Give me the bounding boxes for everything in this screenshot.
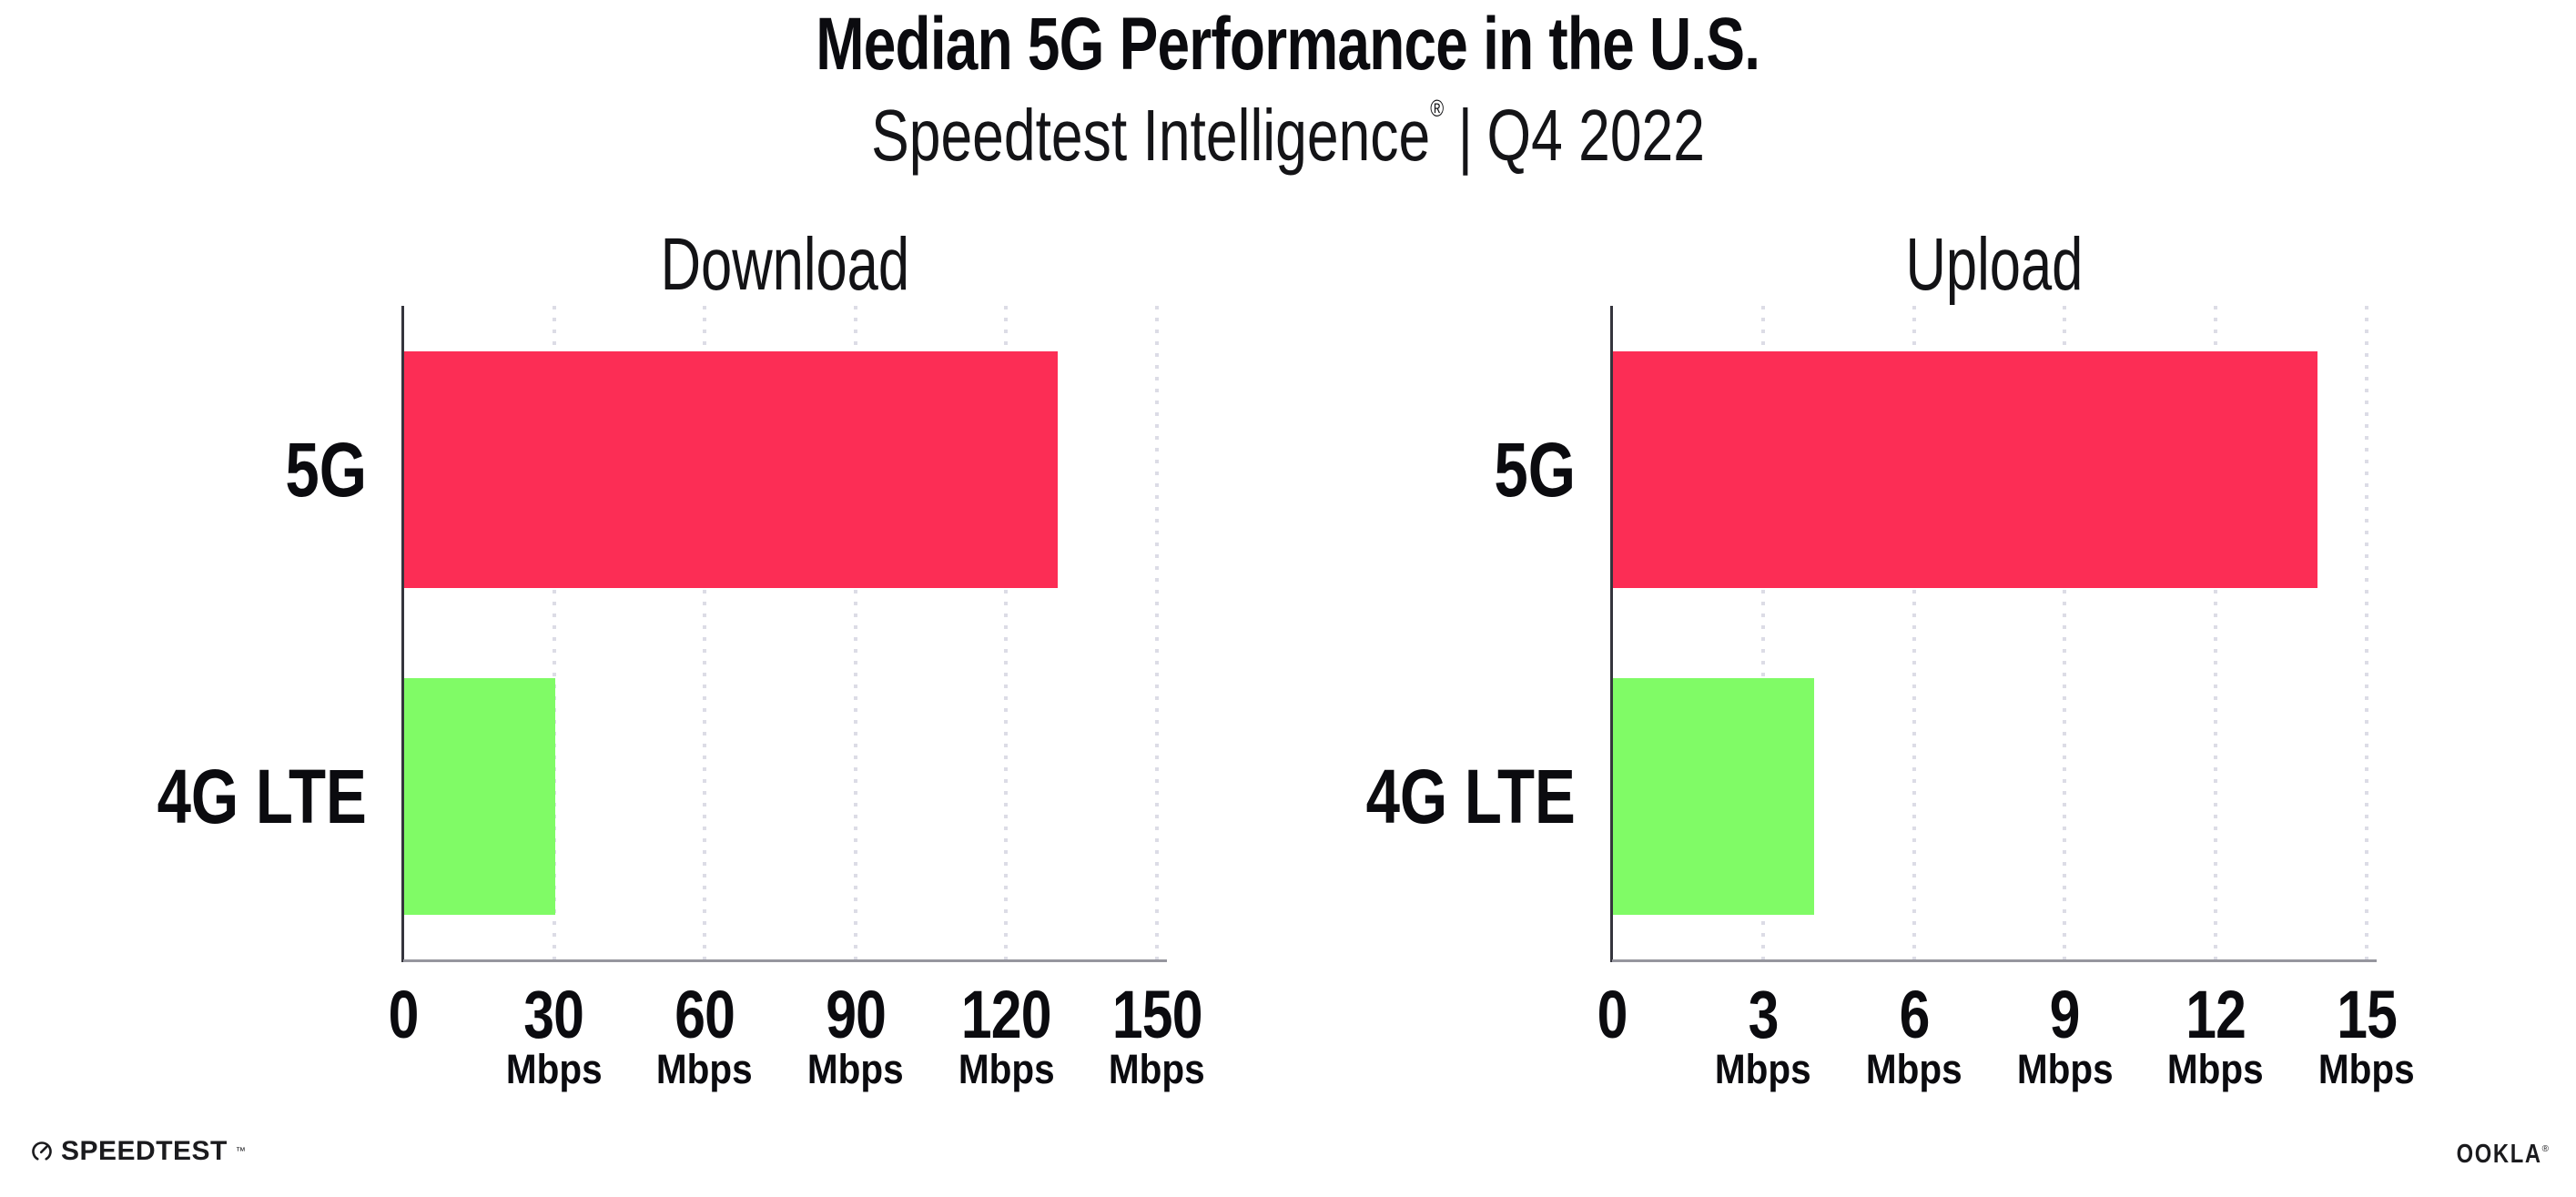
tick-label: 120 (887, 981, 1124, 1049)
gridline (1154, 306, 1159, 959)
tick-label: 15 (2248, 981, 2485, 1049)
speedtest-gauge-icon (32, 1141, 52, 1161)
y-axis-spine (401, 306, 404, 962)
tick-label-text: 12 (2186, 977, 2246, 1052)
tick-unit-label: Mbps (2097, 1049, 2334, 1090)
gridline (1004, 306, 1009, 959)
tick-label: 60 (586, 981, 823, 1049)
speedtest-logo: SPEEDTEST ™ (31, 1138, 246, 1165)
bar-4g-lte (404, 678, 555, 915)
x-axis-line (1612, 959, 2377, 962)
page-subtitle-text: Speedtest Intelligence® | Q4 2022 (871, 96, 1705, 172)
gridline (1760, 306, 1765, 959)
tick-unit-text: Mbps (2016, 1046, 2114, 1092)
tick-label-text: 3 (1748, 977, 1779, 1052)
y-axis-spine (1610, 306, 1613, 962)
tick-label: 6 (1796, 981, 2033, 1049)
tick-label-text: 120 (960, 977, 1052, 1052)
tick-unit-text: Mbps (656, 1046, 754, 1092)
chart-title: Download (403, 228, 1167, 302)
tick-unit-label: Mbps (2248, 1049, 2485, 1090)
gridline (1912, 306, 1916, 959)
tick-label-text: 0 (388, 977, 420, 1052)
tick-label-text: 6 (1899, 977, 1930, 1052)
tick-label-text: 60 (674, 977, 735, 1052)
tick-unit-label: Mbps (1946, 1049, 2183, 1090)
subtitle-separator: | (1457, 95, 1473, 176)
tick-unit-label: Mbps (1039, 1049, 1275, 1090)
tick-unit-text: Mbps (806, 1046, 904, 1092)
bar-4g-lte (1613, 678, 1814, 915)
tick-label-text: 90 (825, 977, 887, 1052)
gridline (2364, 306, 2368, 959)
page-title: Median 5G Performance in the U.S. (0, 7, 2576, 82)
tick-unit-label: Mbps (436, 1049, 673, 1090)
tick-label-text: 0 (1597, 977, 1628, 1052)
subtitle-brand: Speedtest Intelligence (871, 95, 1431, 176)
page-title-text: Median 5G Performance in the U.S. (816, 3, 1761, 86)
tick-unit-label: Mbps (1645, 1049, 1881, 1090)
tick-label-text: 9 (2049, 977, 2081, 1052)
bar-5g (404, 351, 1058, 588)
tick-unit-text: Mbps (958, 1046, 1055, 1092)
gridline (552, 306, 556, 959)
page-subtitle: Speedtest Intelligence® | Q4 2022 (0, 96, 2576, 172)
tick-unit-text: Mbps (505, 1046, 603, 1092)
tick-unit-text: Mbps (1109, 1046, 1205, 1092)
gridline (703, 306, 707, 959)
registered-mark-icon: ® (1430, 95, 1445, 122)
category-label-text: 5G (1494, 427, 1576, 512)
gridline (2214, 306, 2218, 959)
category-label-text: 5G (285, 427, 367, 512)
tick-unit-label: Mbps (737, 1049, 974, 1090)
tick-label: 90 (737, 981, 974, 1049)
category-label-4g-lte: 4G LTE (1212, 758, 1576, 835)
tick-label: 30 (436, 981, 673, 1049)
chart-title-text: Upload (1905, 223, 2084, 306)
tick-label-text: 30 (523, 977, 585, 1052)
category-label-text: 4G LTE (157, 754, 367, 839)
chart-title: Upload (1612, 228, 2377, 302)
ookla-registered-icon: ® (2541, 1144, 2549, 1154)
tick-unit-label: Mbps (1796, 1049, 2033, 1090)
ookla-wordmark: OOKLA (2456, 1140, 2542, 1169)
tick-label: 150 (1039, 981, 1275, 1049)
tick-label: 3 (1645, 981, 1881, 1049)
trademark-icon: ™ (235, 1146, 246, 1157)
category-label-5g: 5G (3, 431, 367, 508)
gridline (2063, 306, 2067, 959)
tick-label: 0 (285, 981, 522, 1049)
tick-unit-label: Mbps (887, 1049, 1124, 1090)
tick-label: 12 (2097, 981, 2334, 1049)
tick-label: 0 (1494, 981, 1730, 1049)
tick-unit-text: Mbps (1865, 1046, 1962, 1092)
tick-label: 9 (1946, 981, 2183, 1049)
category-label-4g-lte: 4G LTE (3, 758, 367, 835)
speedtest-wordmark: SPEEDTEST (61, 1136, 228, 1166)
tick-unit-text: Mbps (2318, 1046, 2415, 1092)
category-label-text: 4G LTE (1365, 754, 1576, 839)
tick-label-text: 150 (1111, 977, 1203, 1052)
x-axis-line (403, 959, 1167, 962)
tick-unit-text: Mbps (2167, 1046, 2265, 1092)
chart-title-text: Download (660, 223, 910, 306)
tick-unit-text: Mbps (1714, 1046, 1811, 1092)
ookla-logo: OOKLA® (2438, 1141, 2549, 1168)
subtitle-period: Q4 2022 (1486, 95, 1705, 176)
tick-unit-label: Mbps (586, 1049, 823, 1090)
tick-label-text: 15 (2337, 977, 2398, 1052)
gridline (853, 306, 857, 959)
category-label-5g: 5G (1212, 431, 1576, 508)
bar-5g (1613, 351, 2317, 588)
